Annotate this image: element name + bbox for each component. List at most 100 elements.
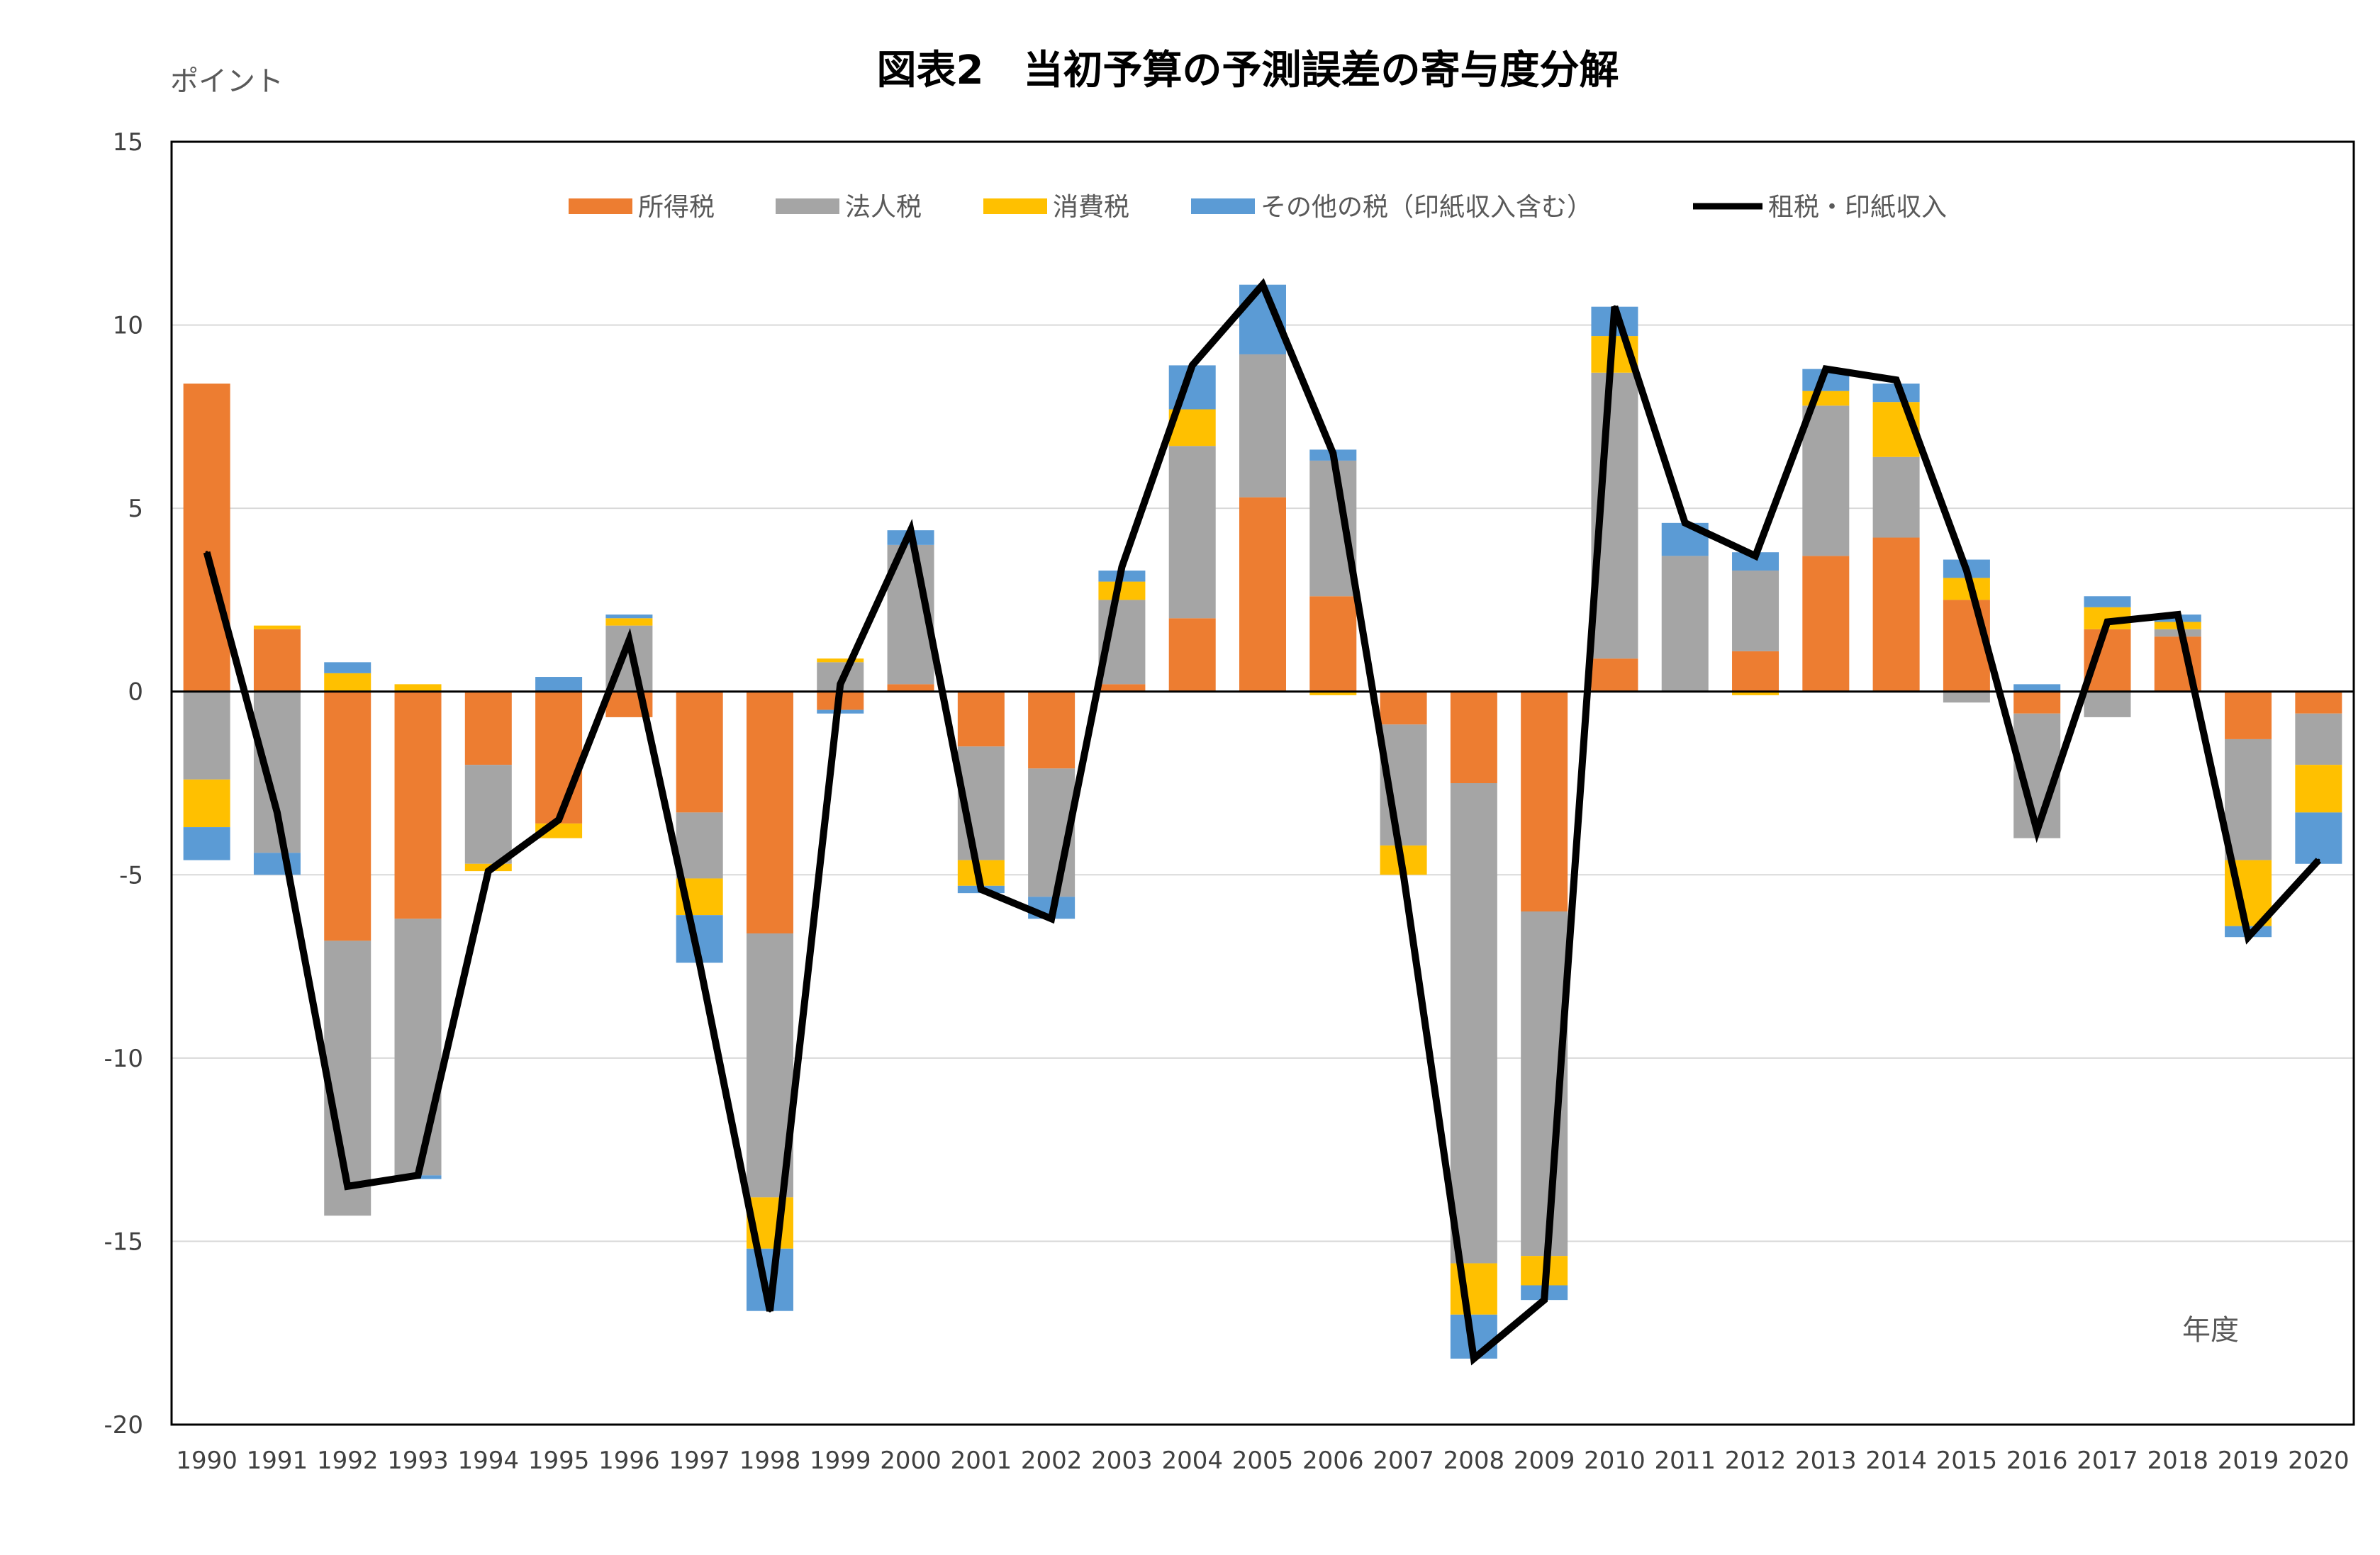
legend-swatch (983, 198, 1047, 214)
x-tick-label: 2012 (1725, 1447, 1787, 1475)
bar-segment-2-1999 (817, 658, 864, 663)
bar-segment-2-2006 (1309, 691, 1357, 695)
bar-segment-2-1990 (183, 779, 230, 828)
bar-segment-0-2013 (1802, 556, 1850, 692)
gridlines (172, 324, 2354, 1242)
legend-label: その他の税（印紙収入含む） (1261, 193, 1592, 222)
y-tick-label: -20 (104, 1411, 143, 1439)
bar-segment-0-1992 (324, 691, 371, 941)
legend-label: 消費税 (1053, 193, 1129, 222)
x-tick-label: 2010 (1584, 1447, 1646, 1475)
x-tick-label: 2007 (1373, 1447, 1434, 1475)
plot-frame (170, 140, 2355, 1426)
bar-segment-1-2004 (1168, 446, 1216, 619)
bar-segment-3-1995 (535, 677, 583, 692)
x-tick-label: 2001 (951, 1447, 1012, 1475)
x-tick-label: 1997 (669, 1447, 730, 1475)
x-tick-label: 1995 (528, 1447, 590, 1475)
bar-segment-1-1993 (394, 919, 442, 1176)
bar-segment-0-1997 (676, 691, 723, 813)
x-tick-label: 2002 (1021, 1447, 1083, 1475)
bar-segment-0-2000 (887, 684, 934, 692)
bar-segment-0-1994 (464, 691, 512, 765)
x-tick-label: 2004 (1161, 1447, 1223, 1475)
bar-segment-1-2015 (1943, 691, 1990, 703)
total-line (203, 278, 2322, 1366)
bar-segment-2-2020 (2295, 765, 2342, 813)
bar-segment-0-2004 (1168, 618, 1216, 692)
bar-segment-0-2020 (2295, 691, 2342, 714)
bar-segment-1-1994 (464, 765, 512, 864)
x-tick-label: 2015 (1936, 1447, 1998, 1475)
bar-segment-2-1992 (324, 673, 371, 692)
bar-segment-0-2015 (1943, 600, 1990, 692)
x-tick-label: 1994 (458, 1447, 520, 1475)
x-tick-label: 2009 (1514, 1447, 1575, 1475)
bar-segment-2-2008 (1450, 1263, 1497, 1315)
x-tick-label: 2008 (1443, 1447, 1505, 1475)
x-tick-label: 2020 (2288, 1447, 2350, 1475)
bar-segment-3-1992 (324, 662, 371, 673)
bar-segment-0-2014 (1872, 537, 1920, 692)
bar-segment-0-2016 (2013, 691, 2061, 714)
bar-segment-0-2007 (1380, 691, 1427, 725)
x-tick-label: 2014 (1865, 1447, 1927, 1475)
y-tick-label: -10 (104, 1045, 143, 1073)
y-tick-label: -15 (104, 1228, 143, 1256)
bar-segment-1-2005 (1239, 354, 1286, 498)
bar-segment-0-2006 (1309, 596, 1357, 692)
bar-segment-0-1998 (746, 691, 793, 934)
x-tick-label: 2019 (2218, 1447, 2279, 1475)
legend-swatch (1191, 198, 1255, 214)
bar-segment-0-2009 (1521, 691, 1568, 911)
x-tick-label: 2000 (880, 1447, 942, 1475)
bar-segment-1-2017 (2084, 691, 2131, 717)
x-tick-label: 2017 (2077, 1447, 2138, 1475)
bar-segment-0-2008 (1450, 691, 1497, 783)
bar-segment-1-1990 (183, 691, 230, 780)
y-axis-unit: ポイント (170, 65, 284, 98)
x-tick-label: 1998 (739, 1447, 801, 1475)
bar-segment-3-2016 (2013, 684, 2061, 692)
bar-segment-0-2002 (1028, 691, 1076, 769)
bar-segment-0-1995 (535, 691, 583, 824)
bar-segment-1-2019 (2225, 739, 2272, 860)
bar-segment-1-2013 (1802, 405, 1850, 556)
x-tick-label: 2011 (1654, 1447, 1716, 1475)
x-tick-label: 1991 (247, 1447, 308, 1475)
bar-segment-1-2008 (1450, 783, 1497, 1264)
bar-segment-1-2014 (1872, 456, 1920, 538)
bar-segment-0-2012 (1732, 651, 1780, 692)
bars (183, 283, 2342, 1360)
x-tick-label: 2016 (2006, 1447, 2068, 1475)
bar-segment-2-1996 (605, 618, 653, 626)
y-tick-label: 15 (113, 128, 143, 157)
y-axis-ticks: 15 10 5 0 -5 -10 -15 -20 (104, 128, 143, 1439)
bar-segment-1-2020 (2295, 713, 2342, 765)
bar-segment-0-1990 (183, 383, 230, 692)
bar-segment-1-2012 (1732, 571, 1780, 651)
x-tick-label: 1990 (176, 1447, 238, 1475)
bar-segment-2-2012 (1732, 691, 1780, 695)
bar-segment-0-1993 (394, 691, 442, 919)
x-tick-label: 1996 (598, 1447, 660, 1475)
chart-title: 図表2 当初予算の予測誤差の寄与度分解 (877, 47, 1619, 94)
bar-segment-0-1991 (253, 629, 301, 692)
bar-segment-3-1990 (183, 827, 230, 860)
legend-item: 法人税 (776, 193, 922, 222)
bar-segment-0-2019 (2225, 691, 2272, 739)
bar-segment-2-1991 (253, 625, 301, 629)
legend-label: 所得税 (638, 193, 715, 222)
y-tick-label: 5 (128, 495, 143, 523)
legend-item: 所得税 (569, 193, 715, 222)
y-tick-label: 0 (128, 678, 143, 707)
bar-segment-1-1997 (676, 812, 723, 879)
bar-segment-3-2020 (2295, 812, 2342, 864)
bar-segment-2-1993 (394, 684, 442, 692)
x-tick-label: 2018 (2147, 1447, 2209, 1475)
bar-segment-1-2018 (2154, 629, 2201, 637)
bar-segment-0-2003 (1098, 684, 1146, 692)
x-tick-label: 2006 (1302, 1447, 1364, 1475)
legend-item: 租税・印紙収入 (1693, 193, 1947, 222)
